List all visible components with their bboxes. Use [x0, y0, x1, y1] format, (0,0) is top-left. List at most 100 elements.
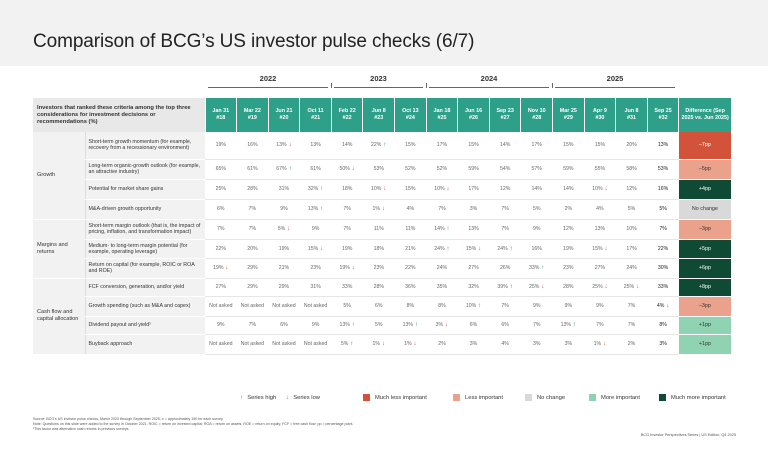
year-bracket-2024: [429, 87, 549, 88]
value-text: 7%: [659, 226, 667, 232]
criterion-label: Potential for market share gains: [84, 179, 205, 200]
difference-cell: –3pp: [678, 219, 731, 240]
arrow-down-icon: ↓: [318, 244, 324, 252]
value-cell: Not asked: [268, 296, 300, 317]
value-cell: 5% ↑: [331, 334, 363, 355]
value-text: 19%: [213, 265, 224, 271]
value-text: 14%: [434, 226, 445, 232]
value-text: 1%: [372, 206, 380, 212]
value-cell: 13%: [457, 219, 490, 240]
value-text: 16%: [531, 245, 542, 252]
column-number: #20: [279, 115, 289, 121]
value-text: 1%: [372, 341, 380, 347]
value-cell: 18%: [331, 179, 363, 200]
column-header: Sep 23 #27: [488, 98, 521, 132]
value-cell: 2%: [426, 334, 458, 355]
column-date: Oct 11: [307, 108, 324, 114]
value-cell: 12%: [615, 179, 648, 200]
value-cell: 5%: [331, 296, 363, 317]
column-number: #23: [374, 115, 384, 121]
column-date: Jun 21: [275, 108, 293, 114]
value-cell: 33% ↑: [520, 258, 553, 279]
value-text: 19%: [341, 245, 353, 252]
column-header: Jun 8 #23: [362, 98, 395, 132]
value-cell: 10% ↑: [457, 296, 490, 317]
value-cell: 4% ↓: [647, 296, 679, 317]
value-text: Not asked: [240, 341, 265, 347]
value-cell: 36%: [394, 278, 427, 297]
value-cell: 10% ↓: [584, 179, 616, 200]
value-cell: 33%: [331, 278, 363, 297]
value-text: 58%: [626, 166, 637, 172]
value-text: 7%: [501, 303, 509, 309]
value-text: 7%: [501, 206, 509, 212]
value-text: 7%: [627, 303, 636, 309]
value-cell: 11%: [362, 219, 395, 240]
value-cell: 9%: [268, 199, 300, 220]
value-cell: 17%: [615, 239, 648, 259]
column-date: Jan 18: [433, 108, 451, 114]
value-text: 29%: [247, 265, 258, 271]
value-cell: 24% ↑: [489, 239, 521, 259]
value-text: 10%: [371, 186, 382, 192]
value-cell: 24%: [426, 258, 458, 279]
arrow-down-icon: ↓: [411, 340, 417, 347]
value-cell: 19% ↓: [205, 258, 237, 279]
value-text: 19%: [215, 142, 226, 149]
value-text: 17%: [531, 142, 542, 149]
arrow-up-icon: ↑: [349, 321, 355, 328]
arrow-down-icon: ↓: [349, 165, 355, 172]
value-cell: 17%: [520, 132, 553, 160]
arrow-up-icon: ↑: [476, 302, 482, 309]
footnote-note: Note: Questions on this slide were added…: [33, 422, 354, 426]
value-text: 13%: [594, 226, 606, 232]
column-number: #19: [247, 115, 257, 121]
legend-no-change: No change: [525, 394, 565, 401]
value-cell: 13% ↑: [299, 199, 332, 220]
value-text: 9%: [217, 322, 225, 328]
value-text: 9%: [532, 226, 541, 232]
legend-series-high: ↑ Series high: [240, 394, 276, 401]
column-header: Jun 8 #31: [615, 98, 648, 132]
value-cell: 15%: [394, 132, 427, 160]
arrow-up-icon: ↑: [570, 321, 577, 328]
value-cell: 29%: [236, 258, 269, 279]
value-text: 1%: [404, 341, 412, 347]
value-text: 11%: [405, 226, 416, 232]
value-cell: 6%: [362, 296, 395, 317]
value-cell: 28%: [552, 278, 585, 297]
legend-much-less-label: Much less important: [375, 394, 427, 401]
value-text: 7%: [596, 322, 604, 328]
value-text: 5%: [627, 206, 636, 212]
value-cell: 16%: [236, 132, 269, 160]
arrow-down-icon: ↓: [539, 283, 545, 290]
value-text: 9%: [532, 303, 541, 309]
value-cell: 61%: [299, 159, 332, 180]
value-cell: 20%: [615, 132, 648, 160]
legend-series-low: ↓ Series low: [286, 394, 320, 401]
value-text: 2%: [438, 341, 446, 347]
arrow-up-icon: ↑: [240, 394, 244, 401]
column-date: Nov 10: [527, 108, 546, 114]
value-cell: 7%: [236, 316, 269, 335]
value-text: 57%: [531, 166, 542, 172]
value-text: 18%: [341, 186, 353, 192]
value-cell: Not asked: [205, 334, 237, 355]
value-text: 13%: [310, 142, 321, 149]
criterion-label: Long-term organic-growth outlook (for ex…: [84, 159, 205, 180]
swatch-no-change: [525, 394, 532, 401]
value-cell: Not asked: [236, 334, 269, 355]
value-cell: 3%: [457, 334, 490, 355]
value-cell: 3%: [647, 334, 679, 355]
criterion-label: M&A-driven growth opportunity: [84, 199, 205, 220]
value-text: 4%: [656, 303, 665, 309]
value-cell: 27%: [584, 258, 616, 279]
value-text: 7%: [343, 206, 351, 212]
value-cell: 27%: [205, 278, 237, 297]
value-cell: 6%: [489, 316, 521, 335]
difference-cell: +1pp: [678, 316, 731, 335]
value-text: 3%: [532, 341, 541, 347]
value-text: 13%: [560, 322, 571, 328]
year-divider: [426, 83, 427, 88]
value-text: 31%: [278, 186, 290, 192]
